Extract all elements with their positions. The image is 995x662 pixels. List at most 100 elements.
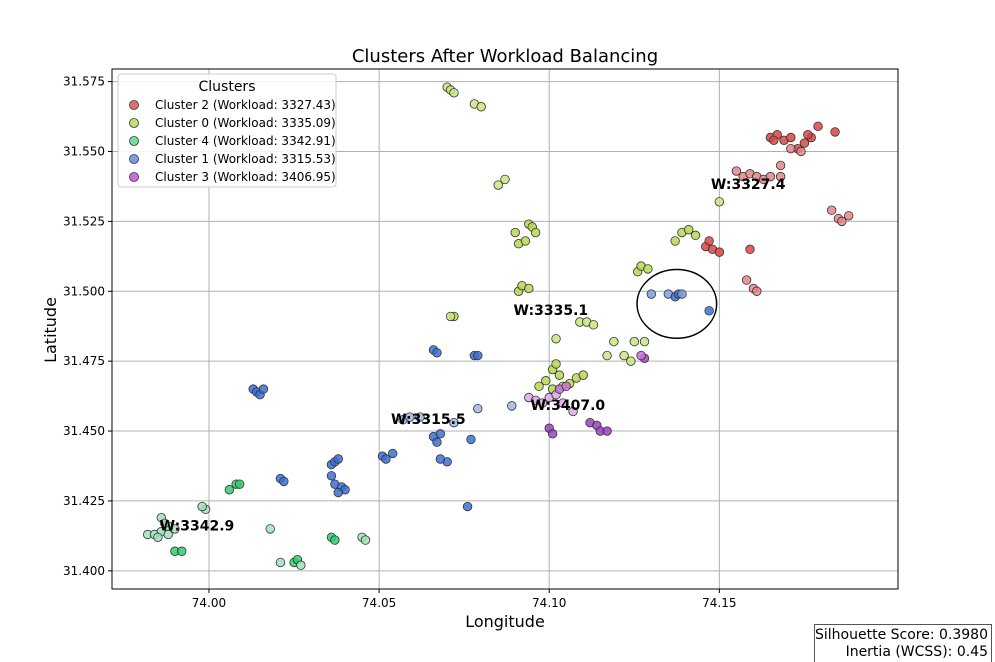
workload-label: W:3407.0 <box>531 398 606 414</box>
data-point <box>561 381 571 392</box>
series-2 <box>143 479 371 570</box>
y-axis-ticks: 31.400 31.425 31.450 31.475 31.500 31.525 31.5… <box>63 75 112 578</box>
workload-label: W:3327.4 <box>711 177 786 193</box>
y-tick-label: 31.450 <box>63 424 105 438</box>
data-point <box>670 236 680 246</box>
plot-frame <box>111 68 899 590</box>
data-point <box>684 225 694 235</box>
data-point <box>449 88 459 98</box>
legend-marker <box>129 136 139 146</box>
series-0 <box>701 121 854 296</box>
data-point <box>752 286 762 296</box>
data-point <box>690 230 701 241</box>
data-point <box>558 398 568 408</box>
legend-box <box>117 73 337 188</box>
data-point <box>799 138 810 148</box>
data-point <box>415 412 425 422</box>
data-point <box>466 434 476 445</box>
data-point <box>551 359 561 369</box>
data-point <box>405 412 415 422</box>
y-tick-label: 31.400 <box>63 564 105 578</box>
data-point <box>510 227 520 238</box>
x-tick-label: 74.10 <box>532 596 566 610</box>
data-point <box>507 401 517 411</box>
y-tick-label: 31.475 <box>63 354 105 368</box>
data-point <box>551 334 561 344</box>
y-axis-label: Latitude <box>41 297 60 363</box>
data-point <box>602 426 612 436</box>
data-point <box>160 518 170 529</box>
data-point <box>554 370 565 380</box>
data-point <box>636 350 646 361</box>
data-point <box>639 336 650 347</box>
data-point <box>296 560 306 570</box>
data-point <box>609 336 619 347</box>
data-point <box>279 476 289 487</box>
y-tick-label: 31.550 <box>63 144 105 158</box>
workload-label: W:3335.1 <box>514 303 589 319</box>
legend-label: Cluster 1 (Workload: 3315.53) <box>155 152 336 166</box>
data-point <box>568 406 578 417</box>
data-point <box>432 437 442 447</box>
data-point <box>541 376 551 386</box>
data-point <box>473 403 483 414</box>
legend: Clusters Cluster 2 (Workload: 3327.43) Cl… <box>117 73 337 188</box>
data-point <box>588 320 599 330</box>
data-point <box>813 121 823 132</box>
workload-annotations: W:3327.4 W:3335.1 W:3315.5 W:3407.0 W:3342.9 <box>160 177 786 534</box>
legend-label: Cluster 2 (Workload: 3327.43) <box>155 98 336 112</box>
legend-marker <box>129 100 139 110</box>
x-axis-label: Longitude <box>465 612 545 631</box>
data-point <box>704 236 714 246</box>
data-point <box>704 306 714 316</box>
data-point <box>153 532 163 542</box>
data-point <box>462 501 473 512</box>
data-point <box>626 356 636 366</box>
data-point <box>473 350 483 361</box>
data-point <box>537 398 548 408</box>
data-point <box>388 448 398 459</box>
data-point <box>826 205 837 215</box>
legend-label: Cluster 4 (Workload: 3342.91) <box>155 134 336 148</box>
data-point <box>775 160 786 171</box>
data-point <box>765 171 776 182</box>
data-point <box>476 102 486 112</box>
data-point <box>843 211 854 221</box>
data-point <box>646 289 657 299</box>
data-point <box>830 127 840 137</box>
data-point <box>330 535 340 545</box>
data-point <box>326 471 337 481</box>
legend-label: Cluster 0 (Workload: 3335.09) <box>155 116 336 130</box>
y-tick-label: 31.500 <box>63 284 105 298</box>
highlight-circle <box>636 268 718 339</box>
data-point <box>234 479 245 489</box>
data-point <box>714 197 725 207</box>
data-point <box>619 350 629 361</box>
data-point <box>578 370 588 380</box>
data-point <box>534 381 544 392</box>
silhouette-score: Silhouette Score: 0.3980 <box>815 627 988 643</box>
legend-marker <box>129 172 139 182</box>
x-axis-ticks: 74.00 74.05 74.10 74.15 <box>192 589 737 610</box>
data-point <box>602 350 612 361</box>
inertia-score: Inertia (WCSS): 0.45 <box>845 644 988 660</box>
data-points <box>143 82 854 570</box>
y-tick-label: 31.525 <box>63 214 105 228</box>
data-point <box>360 535 371 545</box>
data-point <box>786 143 796 154</box>
x-tick-label: 74.15 <box>702 596 736 610</box>
data-point <box>786 132 796 143</box>
chart-title: Clusters After Workload Balancing <box>352 46 658 67</box>
data-point <box>177 546 187 556</box>
series-1 <box>442 82 725 394</box>
data-point <box>837 216 847 227</box>
data-point <box>224 485 235 495</box>
legend-marker <box>129 154 139 164</box>
data-point <box>677 289 687 299</box>
data-point <box>731 166 742 176</box>
score-box: Silhouette Score: 0.3980 Inertia (WCSS):… <box>814 624 992 662</box>
x-tick-label: 74.00 <box>192 596 226 610</box>
data-point <box>520 236 531 246</box>
series-3 <box>248 289 714 512</box>
workload-label: W:3315.5 <box>391 412 466 428</box>
